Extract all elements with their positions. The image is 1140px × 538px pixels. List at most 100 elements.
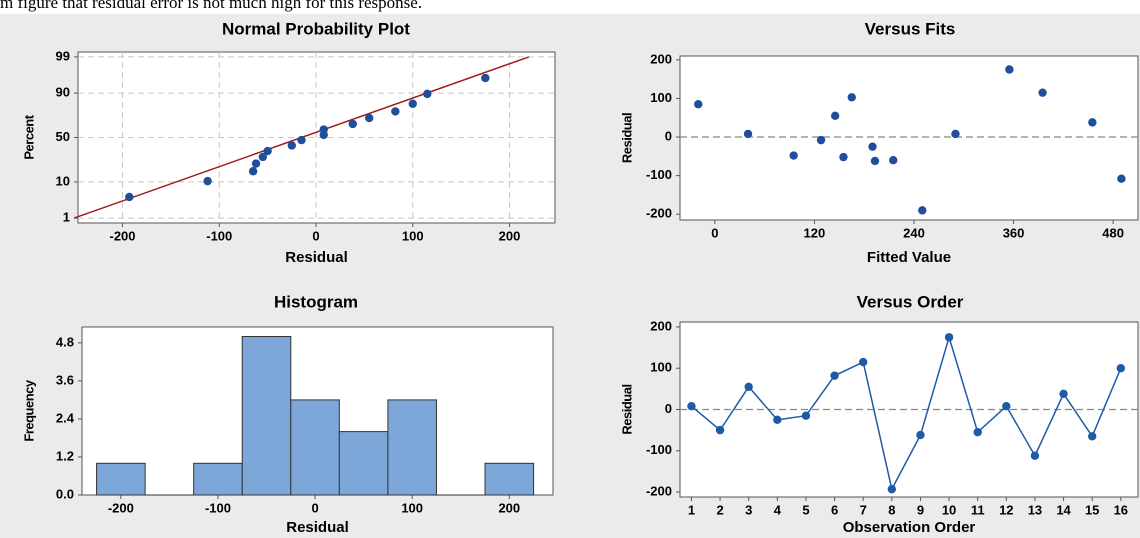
x-tick-label: 15 bbox=[1085, 502, 1099, 517]
x-tick-label: 4 bbox=[774, 502, 782, 517]
point bbox=[251, 159, 261, 168]
point bbox=[1088, 118, 1097, 127]
point bbox=[694, 100, 703, 109]
point bbox=[687, 401, 696, 411]
y-tick-label: 100 bbox=[650, 90, 672, 105]
caption-background bbox=[0, 0, 1140, 14]
x-tick-label: 3 bbox=[745, 502, 752, 517]
point bbox=[816, 135, 826, 145]
y-tick-label: 99 bbox=[56, 48, 70, 63]
point bbox=[1116, 364, 1126, 373]
point bbox=[287, 141, 297, 150]
point bbox=[868, 142, 877, 151]
point bbox=[1030, 451, 1040, 460]
bar bbox=[96, 462, 146, 496]
x-tick-label: 16 bbox=[1114, 502, 1128, 517]
point bbox=[258, 152, 268, 162]
x-tick-label: 0 bbox=[312, 228, 319, 243]
y-tick-label: 2.4 bbox=[56, 410, 75, 425]
x-tick-label: 13 bbox=[1028, 502, 1042, 517]
x-tick-label: -100 bbox=[206, 228, 232, 243]
point bbox=[297, 135, 306, 145]
y-axis-label: Frequency bbox=[21, 379, 36, 442]
y-tick-label: 4.8 bbox=[56, 334, 74, 349]
point bbox=[951, 129, 960, 139]
point bbox=[348, 119, 357, 129]
chart-title: Histogram bbox=[274, 292, 358, 311]
point bbox=[319, 125, 328, 134]
bar bbox=[241, 336, 292, 496]
x-tick-label: 14 bbox=[1056, 502, 1071, 517]
y-axis-label: Residual bbox=[619, 113, 634, 163]
point bbox=[847, 93, 856, 102]
bar bbox=[338, 431, 389, 496]
y-tick-label: 1 bbox=[63, 210, 70, 225]
y-tick-label: 0.0 bbox=[56, 486, 74, 501]
chart-title: Versus Fits bbox=[865, 19, 956, 38]
caption: m figure that residual error is not much… bbox=[0, 0, 422, 12]
y-tick-label: 10 bbox=[56, 173, 70, 188]
y-axis-label: Percent bbox=[21, 114, 36, 159]
x-tick-label: 11 bbox=[971, 502, 985, 517]
point bbox=[248, 167, 258, 176]
point bbox=[859, 357, 868, 367]
point bbox=[1005, 65, 1014, 74]
point bbox=[1059, 389, 1068, 399]
y-tick-label: 3.6 bbox=[56, 372, 74, 387]
x-tick-label: 0 bbox=[311, 500, 318, 515]
point bbox=[1038, 88, 1047, 97]
point bbox=[391, 107, 400, 116]
point bbox=[870, 156, 880, 166]
x-axis-label: Residual bbox=[286, 519, 349, 536]
x-axis-label: Observation Order bbox=[843, 519, 976, 536]
point bbox=[743, 129, 753, 139]
point bbox=[408, 99, 417, 108]
point bbox=[773, 415, 782, 425]
point bbox=[715, 425, 725, 435]
x-tick-label: 200 bbox=[499, 228, 521, 243]
point bbox=[263, 146, 272, 156]
point bbox=[481, 73, 490, 83]
y-tick-label: 200 bbox=[650, 51, 672, 66]
bar bbox=[193, 462, 243, 496]
bar bbox=[484, 462, 535, 496]
x-tick-label: 100 bbox=[401, 500, 423, 515]
point bbox=[916, 430, 925, 440]
x-tick-label: 10 bbox=[942, 502, 956, 517]
point bbox=[944, 333, 954, 342]
x-tick-label: 6 bbox=[831, 502, 838, 517]
point bbox=[830, 371, 839, 380]
x-tick-label: 12 bbox=[999, 502, 1013, 517]
x-tick-label: 120 bbox=[804, 225, 826, 240]
point bbox=[839, 152, 848, 162]
point bbox=[789, 151, 798, 160]
x-tick-label: 240 bbox=[903, 225, 925, 240]
point bbox=[365, 113, 374, 123]
x-axis-label: Fitted Value bbox=[867, 249, 951, 266]
x-tick-label: 9 bbox=[917, 502, 924, 517]
point bbox=[744, 382, 753, 391]
bar bbox=[290, 399, 340, 496]
x-tick-label: 360 bbox=[1003, 225, 1025, 240]
y-tick-label: 100 bbox=[650, 360, 672, 375]
point bbox=[889, 155, 898, 165]
x-tick-label: 7 bbox=[860, 502, 867, 517]
point bbox=[423, 89, 432, 99]
x-tick-label: 2 bbox=[716, 502, 723, 517]
point bbox=[973, 428, 982, 437]
point bbox=[1002, 401, 1011, 411]
y-tick-label: -200 bbox=[646, 206, 672, 221]
point bbox=[1088, 432, 1097, 441]
x-axis-label: Residual bbox=[285, 249, 348, 266]
y-axis-label: Residual bbox=[619, 384, 634, 434]
x-tick-label: -100 bbox=[205, 500, 231, 515]
plot-area bbox=[679, 55, 1139, 221]
y-tick-label: 200 bbox=[650, 318, 672, 333]
x-tick-label: 5 bbox=[802, 502, 809, 517]
y-tick-label: 1.2 bbox=[56, 448, 74, 463]
y-tick-label: -200 bbox=[646, 483, 672, 498]
y-tick-label: 0 bbox=[665, 401, 672, 416]
point bbox=[1117, 174, 1126, 183]
x-tick-label: 8 bbox=[888, 502, 895, 517]
